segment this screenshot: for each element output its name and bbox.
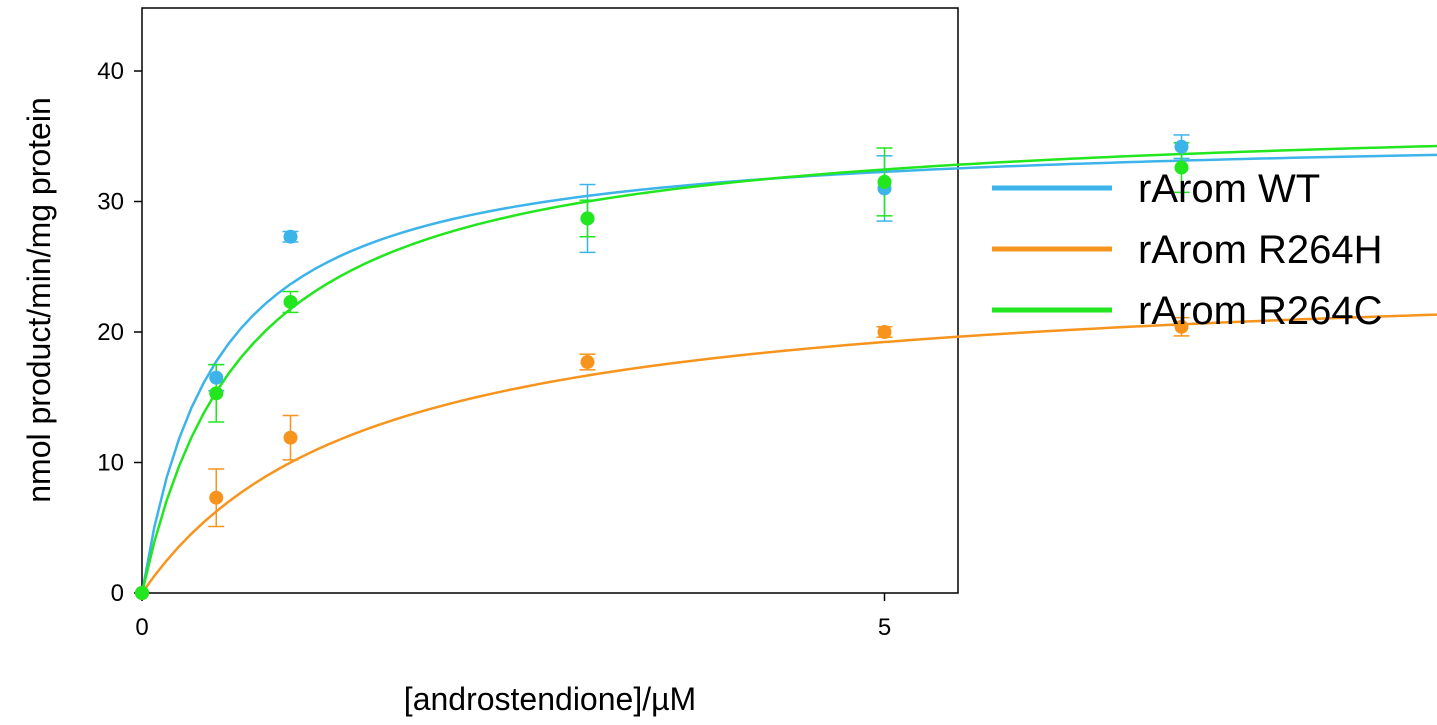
data-points — [135, 139, 1189, 600]
y-tick-label: 40 — [97, 58, 124, 85]
x-tick-label: 5 — [878, 614, 891, 641]
data-point-series-2 — [283, 430, 298, 445]
data-point-series-2 — [209, 490, 224, 505]
fit-curve-series-3 — [140, 144, 1437, 594]
data-point-series-1 — [209, 370, 224, 385]
y-tick-label: 20 — [97, 319, 124, 346]
legend-label-series-1: rArom WT — [1138, 167, 1320, 211]
legend-label-series-2: rArom R264H — [1138, 228, 1383, 272]
y-axis-ticks: 0 10 20 30 40 — [97, 58, 142, 607]
x-axis-label: [androstendione]/µM — [404, 681, 696, 717]
data-point-series-3 — [209, 386, 224, 401]
y-axis-label: nmol product/min/mg protein — [21, 97, 57, 503]
data-point-series-2 — [1174, 319, 1189, 334]
data-point-series-1 — [1174, 139, 1189, 154]
y-tick-label: 10 — [97, 450, 124, 477]
plot-frame — [141, 7, 959, 594]
y-tick-label: 0 — [111, 580, 124, 607]
y-tick-label: 30 — [97, 189, 124, 216]
data-point-series-2 — [580, 355, 595, 370]
fit-curve-series-2 — [140, 313, 1437, 594]
x-axis-ticks: 05101520 — [135, 593, 891, 641]
legend-label-series-3: rArom R264C — [1138, 289, 1383, 333]
data-point-series-3 — [1174, 160, 1189, 175]
x-tick-label: 0 — [135, 614, 148, 641]
fit-curves — [140, 144, 1437, 594]
data-point-series-3 — [135, 586, 149, 600]
legend: rArom WT rArom R264H rArom R264C — [992, 167, 1383, 333]
data-point-series-3 — [580, 211, 595, 226]
data-point-series-3 — [283, 294, 298, 309]
fit-curve-series-1 — [140, 153, 1437, 594]
data-point-series-2 — [877, 325, 892, 339]
data-point-series-1 — [283, 229, 298, 244]
data-point-series-3 — [877, 174, 892, 189]
